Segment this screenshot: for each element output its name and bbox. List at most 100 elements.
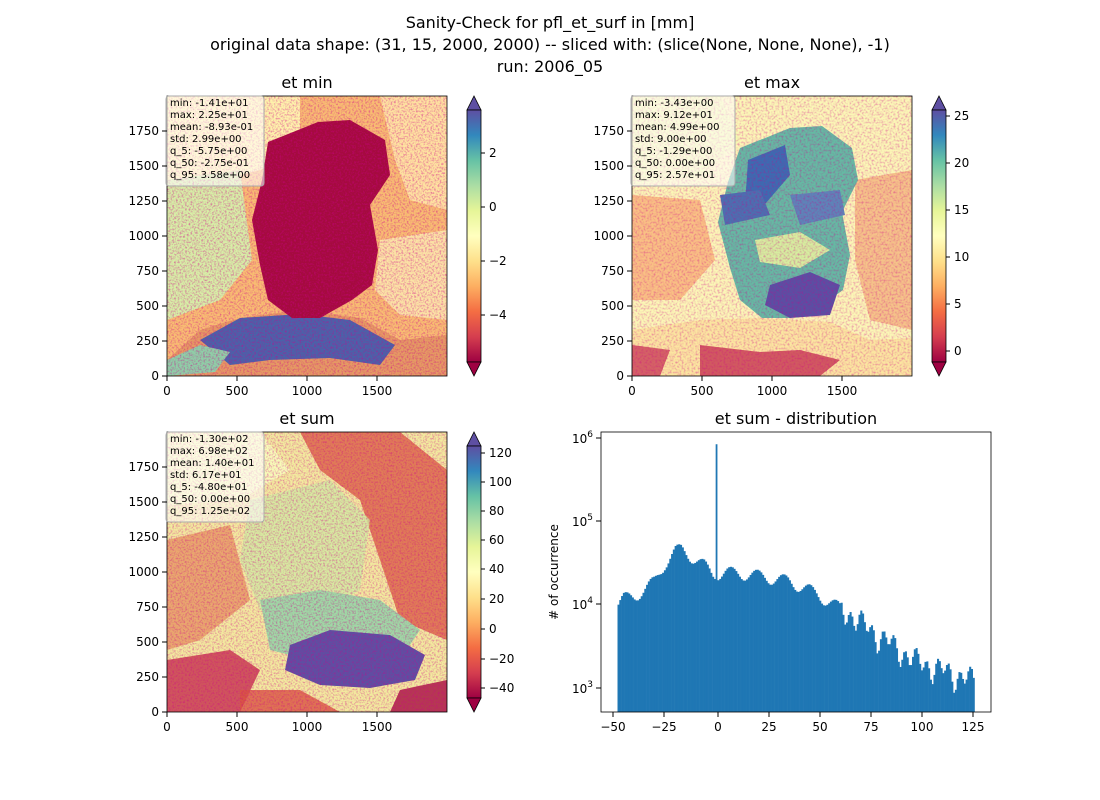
hist-x-tick-label: 75 (863, 720, 878, 734)
y-axis-et-max: 0 250 500 750 1000 1250 1500 1750 (593, 124, 632, 383)
hist-bar (676, 544, 679, 712)
x-tick-label: 1500 (362, 720, 393, 734)
hist-bar (938, 661, 941, 712)
hist-bar (933, 674, 936, 712)
y-tick-label: 0 (151, 705, 159, 719)
hist-bar (783, 574, 786, 712)
y-tick-label: 750 (601, 264, 624, 278)
y-tick-label: 250 (136, 670, 159, 684)
y-tick-label: 1250 (593, 194, 624, 208)
hist-bar (840, 602, 843, 712)
y-tick-label: 500 (136, 299, 159, 313)
hist-bar (744, 580, 747, 712)
hist-bar (926, 661, 929, 712)
hist-bar (917, 653, 920, 712)
hist-bar (837, 601, 840, 712)
hist-bar (920, 670, 924, 712)
hist-bar (862, 613, 865, 712)
hist-bar (810, 585, 813, 712)
hist-bar (781, 574, 784, 712)
hist-bar (792, 587, 795, 712)
hist-frame (600, 431, 992, 713)
hist-bar (919, 663, 922, 712)
hist-bar (876, 653, 879, 712)
hist-bar (945, 665, 949, 712)
stat-line: q_95: 1.25e+02 (170, 506, 250, 517)
stat-line: mean: 4.99e+00 (635, 122, 719, 133)
hist-bar (894, 638, 897, 712)
hist-bar (669, 558, 672, 712)
hist-bar (953, 692, 956, 712)
hist-bar (892, 635, 895, 712)
hist-y-tick-label-1e6: 106 (572, 430, 593, 446)
hist-bar (647, 581, 650, 712)
stat-line: q_5: -5.75e+00 (170, 146, 247, 157)
hist-bar (803, 587, 806, 712)
y-tick-label: 1750 (128, 124, 159, 138)
hist-bar (678, 544, 681, 712)
colorbar-tick-label: 80 (489, 504, 504, 518)
hist-bar (844, 624, 847, 712)
hist-bar (679, 544, 683, 712)
stats-box-et-min: min: -1.41e+01 max: 2.25e+01 mean: -8.93… (165, 95, 265, 187)
stat-line: std: 2.99e+00 (170, 134, 242, 145)
hist-bar (683, 551, 686, 712)
hist-bar (883, 631, 886, 712)
hist-bar (630, 595, 633, 712)
stat-line: q_50: 0.00e+00 (635, 158, 715, 169)
y-tick-label: 1500 (593, 159, 624, 173)
hist-bar (878, 650, 881, 712)
hist-bar (935, 663, 938, 712)
stat-line: min: -1.30e+02 (170, 434, 249, 445)
hist-bar (671, 554, 674, 712)
x-tick-label: 0 (628, 384, 636, 398)
stat-line: max: 9.12e+01 (635, 110, 713, 121)
hist-bar (929, 679, 932, 712)
hist-bar (785, 575, 788, 712)
colorbar-tick-label: 40 (489, 562, 504, 576)
hist-bar (631, 597, 634, 712)
hist-bar (963, 683, 966, 712)
hist-bar (626, 592, 629, 712)
stat-line: q_50: -2.75e-01 (170, 158, 249, 169)
hist-bar (653, 576, 656, 712)
y-tick-label: 250 (136, 334, 159, 348)
figure-title-line-1: Sanity-Check for pfl_et_surf in [mm] (405, 13, 695, 32)
y-tick-label: 1000 (593, 229, 624, 243)
y-axis-et-min: 0 250 500 750 1000 1250 1500 1750 (128, 124, 167, 383)
stat-line: q_5: -1.29e+00 (635, 146, 712, 157)
hist-bar (885, 637, 888, 712)
hist-bar (799, 590, 802, 712)
hist-bar (690, 563, 693, 712)
stat-line: q_95: 2.57e+01 (635, 170, 715, 181)
hist-bar (806, 584, 809, 712)
x-axis-et-min: 0 500 1000 1500 (163, 376, 392, 398)
hist-bar (692, 563, 695, 712)
hist-bar (794, 589, 797, 712)
hist-bar (887, 644, 890, 712)
hist-bar (697, 560, 700, 712)
hist-bar (687, 558, 690, 712)
hist-bar (628, 593, 631, 712)
hist-bar (742, 580, 745, 712)
colorbar-tick-label: 10 (954, 250, 969, 264)
hist-bar (967, 671, 970, 712)
hist-bar (796, 591, 799, 712)
colorbar-tick-label: −20 (489, 652, 514, 666)
hist-bar (838, 603, 841, 712)
hist-bar (703, 559, 706, 712)
hist-bar (719, 578, 722, 712)
hist-x-tick-label: 0 (714, 720, 722, 734)
hist-bar (758, 570, 761, 712)
hist-bar (704, 561, 708, 712)
stat-line: q_50: 0.00e+00 (170, 494, 250, 505)
y-tick-label: 500 (601, 299, 624, 313)
hist-bar (879, 639, 882, 712)
hist-bar (835, 599, 838, 712)
hist-bar (735, 571, 738, 712)
colorbar-et-max: 25 20 15 10 5 0 (931, 95, 969, 377)
hist-bar (881, 631, 884, 712)
colorbar-et-min: 2 0 −2 −4 (466, 95, 507, 377)
x-tick-label: 1000 (757, 384, 788, 398)
